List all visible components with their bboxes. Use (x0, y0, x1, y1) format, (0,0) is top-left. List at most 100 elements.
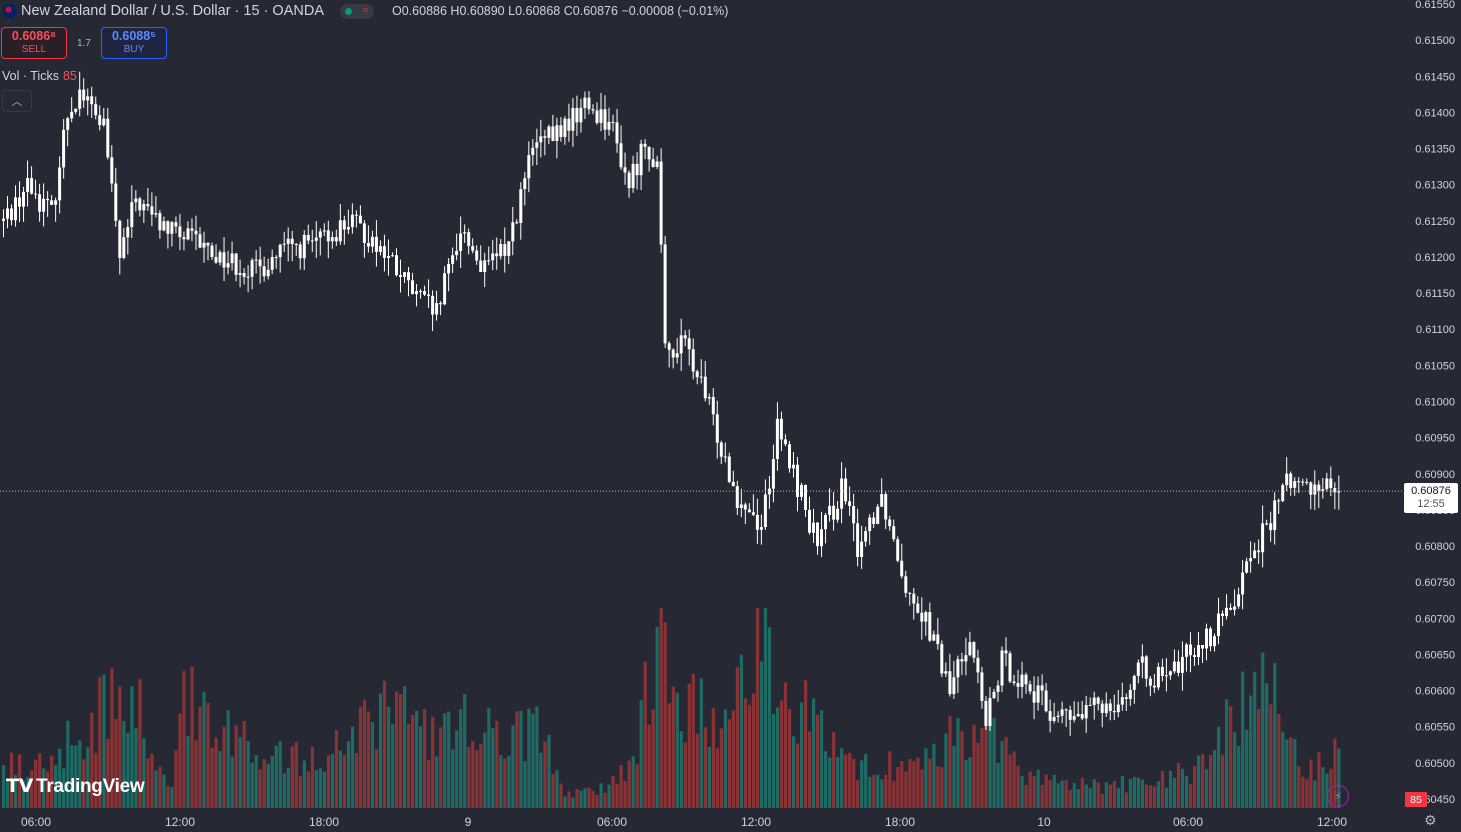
flash-icon[interactable]: ⚡ (1327, 785, 1349, 807)
candle-body (515, 222, 519, 224)
candle-body (198, 234, 202, 248)
candle-body (126, 227, 130, 238)
candle-body (1301, 481, 1305, 483)
collapse-legend-button[interactable]: ︿ (2, 90, 32, 112)
candle-body (1297, 481, 1301, 483)
candle-body (106, 118, 110, 158)
volume-bar (206, 702, 210, 808)
price-axis[interactable]: 0.604500.605000.605500.606000.606500.607… (1415, 0, 1455, 806)
volume-bar (992, 717, 996, 808)
candle-body (326, 230, 330, 242)
volume-bar (635, 764, 639, 808)
candle-body (1265, 523, 1269, 525)
volume-bar (66, 720, 70, 808)
candle-body (643, 143, 647, 147)
time-axis[interactable]: 06:00 12:00 18:00 9 06:00 12:00 18:00 10 06:00 12… (21, 815, 1347, 829)
volume-bar (122, 720, 126, 808)
candle-body (1277, 500, 1281, 502)
candle-body (1072, 716, 1076, 720)
buy-price: 0.6088⁵ (111, 29, 157, 43)
volume-bar (242, 720, 246, 808)
volume-bar (531, 713, 535, 808)
volume-bar (170, 787, 174, 808)
volume-bar (210, 747, 214, 808)
candle-body (1209, 628, 1212, 647)
volume-bar (254, 754, 258, 808)
candle-body (1293, 481, 1297, 488)
candle-body (14, 197, 17, 221)
candle-body (796, 464, 799, 497)
candle-body (1028, 684, 1032, 692)
price-tick-label: 0.60700 (1415, 613, 1455, 625)
volume-bar (487, 708, 491, 808)
candle-body (2, 218, 5, 221)
symbol-title[interactable]: New Zealand Dollar / U.S. Dollar · 15 · … (21, 3, 324, 19)
price-tick-label: 0.61100 (1416, 324, 1455, 336)
buy-button[interactable]: 0.6088⁵ BUY (101, 27, 167, 59)
candle-body (1289, 473, 1293, 488)
candle-body (250, 260, 254, 277)
volume-bar (118, 686, 122, 808)
price-tick-label: 0.61250 (1415, 216, 1455, 228)
volume-legend[interactable]: Vol · Ticks 85 (2, 69, 77, 83)
volume-bar (868, 776, 872, 808)
volume-bar (431, 716, 435, 808)
sell-button[interactable]: 0.6086⁸ SELL (1, 27, 67, 59)
time-tick-label: 10 (1037, 815, 1051, 829)
volume-bar (671, 686, 675, 808)
volume-bar (1253, 671, 1257, 808)
last-price-value: 0.60876 (1411, 485, 1451, 497)
volume-bar (6, 780, 10, 808)
volume-bar (792, 736, 796, 808)
volume-bar (106, 739, 110, 808)
volume-bar (166, 786, 170, 808)
volume-bar (699, 678, 703, 808)
candle-body (346, 227, 350, 230)
candle-body (459, 233, 463, 251)
volume-bar (1104, 782, 1108, 808)
tradingview-logo[interactable]: 𝗧𝗩 TradingView (6, 775, 145, 798)
volume-bar (214, 737, 218, 808)
volume-bar (407, 723, 411, 808)
candle-body (354, 214, 358, 216)
volume-bar (824, 751, 828, 808)
volume-bar (1172, 777, 1177, 808)
volume-bar (467, 747, 471, 808)
candle-body (615, 122, 619, 144)
candle-body (158, 213, 162, 231)
volume-bar (222, 726, 226, 808)
volume-bar (38, 753, 42, 808)
volume-bar (896, 767, 900, 808)
market-status-pill[interactable]: ≈ (340, 3, 374, 19)
volume-bar (1060, 780, 1064, 808)
candle-body (667, 343, 671, 350)
candle-body (908, 592, 912, 594)
candle-body (495, 253, 499, 257)
volume-bar (555, 770, 559, 808)
candle-body (739, 504, 743, 508)
volume-bar (619, 765, 623, 808)
volume-bar (1096, 782, 1100, 808)
candle-body (1164, 675, 1168, 677)
settings-gear-icon[interactable]: ⚙ (1424, 812, 1437, 828)
volume-bar (511, 725, 515, 808)
candle-body (876, 506, 880, 524)
volume-bar (274, 745, 278, 808)
candle-body (699, 376, 703, 378)
volume-bar (370, 722, 375, 808)
volume-bar (378, 693, 383, 808)
price-tick-label: 0.61200 (1415, 252, 1455, 264)
candle-body (920, 612, 924, 622)
candle-body (138, 198, 142, 211)
volume-bar (435, 756, 439, 808)
volume-bar (603, 792, 607, 808)
volume-bar (1064, 780, 1068, 808)
volume-bar (423, 709, 427, 808)
volume-bar (860, 760, 864, 808)
volume-bar (743, 698, 747, 808)
candle-body (844, 478, 848, 502)
volume-bar (246, 741, 250, 808)
volume-bar (399, 694, 403, 808)
candle-body (1317, 484, 1321, 491)
